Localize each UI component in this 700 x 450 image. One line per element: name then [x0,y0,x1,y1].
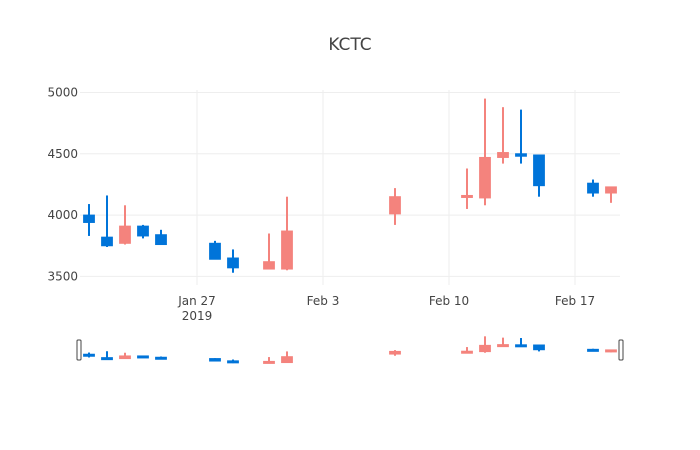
candle-mini [227,359,239,364]
candle-body [281,356,293,364]
candle-body [533,344,545,351]
candle [479,98,491,206]
x-tick-label: Feb 3 [307,294,340,308]
y-tick-label: 4000 [47,208,78,222]
candle-body [263,261,275,270]
range-slider[interactable] [76,335,624,365]
candle-body [605,349,617,353]
candle [461,168,473,209]
candle-mini [605,349,617,353]
candle-body [497,344,509,348]
candle [497,107,509,164]
candle-mini [209,358,221,362]
candle-body [137,225,149,237]
grid-layer [80,90,620,285]
candle-body [497,152,509,158]
candle [515,109,527,164]
range-slider-bg [80,335,620,365]
candle-mini [389,350,401,356]
candle [389,188,401,225]
x-tick-label: Feb 10 [429,294,469,308]
candle-body [155,234,167,246]
candle-body [119,225,131,244]
candle-mini [101,351,113,361]
chart-title: KCTC [328,35,371,55]
candle-body [479,344,491,353]
candle-body [101,357,113,361]
y-axis: 3500 4000 4500 5000 [47,85,78,283]
candle-mini [533,344,545,352]
candle-body [587,348,599,352]
candle [101,195,113,247]
candle-body [83,214,95,223]
candle-mini [83,352,95,358]
candle-mini [263,357,275,364]
candle [119,205,131,245]
candle-body [83,353,95,357]
candle-mini [497,337,509,348]
candle-mini [137,355,149,359]
candle-body [281,230,293,270]
x-tick-year-label: 2019 [182,309,213,323]
candle [137,224,149,239]
candle-mini [461,347,473,354]
candle-mini [281,351,293,364]
candle-body [461,350,473,354]
candle-mini [479,336,491,353]
x-tick-label: Feb 17 [555,294,595,308]
candle-body [479,156,491,199]
candle [281,196,293,271]
candle-body [533,154,545,187]
candle-body [209,358,221,362]
y-tick-label: 3500 [47,269,78,283]
candle-mini [515,338,527,348]
candle-body [227,360,239,364]
candle-body [389,350,401,355]
candle-body [389,196,401,215]
candle-body [209,242,221,260]
candle [155,229,167,246]
candles[interactable] [83,98,617,273]
candle-body [155,356,167,360]
candle [209,240,221,260]
candle-mini [155,356,167,360]
candle-body [605,186,617,194]
y-tick-label: 4500 [47,147,78,161]
candle-body [119,355,131,360]
candle-mini [587,348,599,352]
candle [263,233,275,270]
candle-body [263,360,275,364]
x-tick-label: Jan 27 [177,294,216,308]
candle-body [101,236,113,247]
y-tick-label: 5000 [47,85,78,99]
candle-body [227,257,239,269]
candle-body [587,182,599,194]
candle [605,186,617,203]
candle [587,179,599,197]
candle-body [515,344,527,348]
candle-body [461,194,473,198]
candle [533,154,545,197]
candle [227,249,239,273]
candle [83,204,95,236]
candle-body [515,153,527,157]
range-handle-right [618,339,624,361]
candle-mini [119,352,131,360]
range-handle-left [76,339,82,361]
candle-body [137,355,149,359]
